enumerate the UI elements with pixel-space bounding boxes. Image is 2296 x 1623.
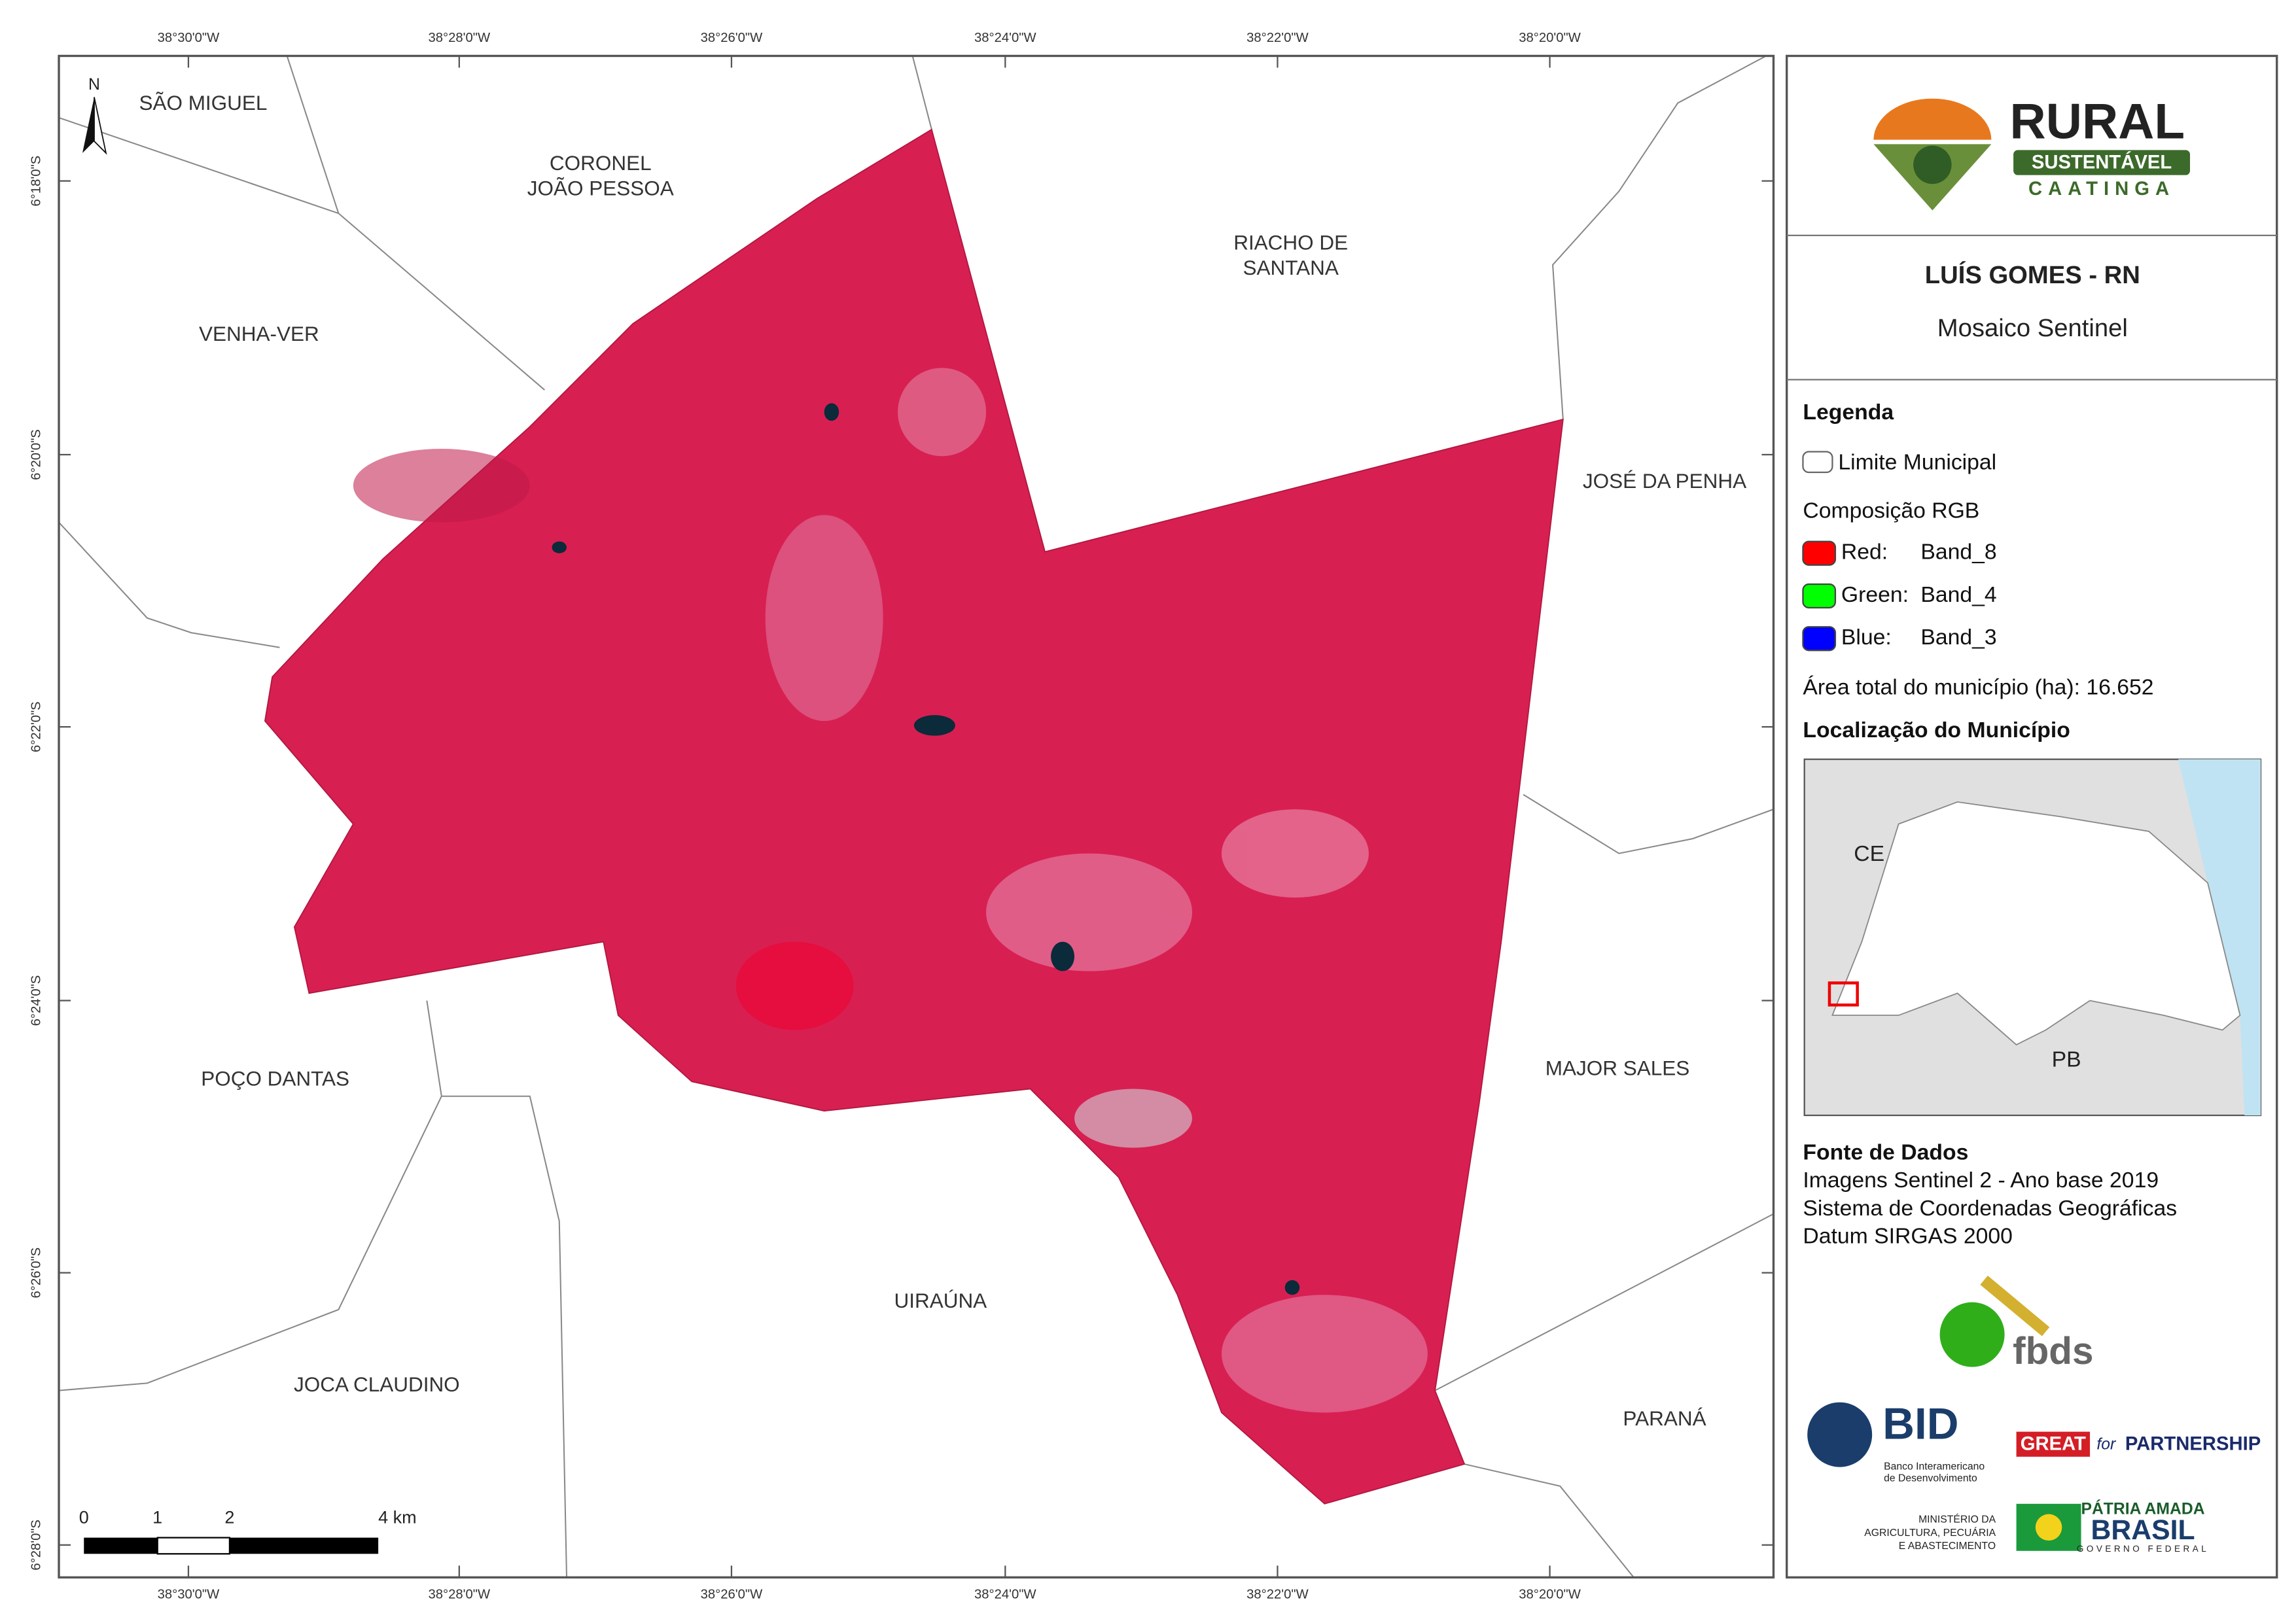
inset-label: PB <box>2052 1047 2081 1072</box>
sources-title: Fonte de Dados <box>1803 1140 1968 1164</box>
municipal-boundaries <box>59 56 1774 1578</box>
scale-label: 1 <box>152 1507 162 1527</box>
logo-text: BRASIL <box>2091 1514 2195 1546</box>
logo-text: E ABASTECIMENTO <box>1899 1541 1996 1552</box>
band-swatch <box>1802 583 1837 609</box>
legend-swatch <box>1802 451 1833 474</box>
inset-map: CE PB <box>1803 758 2262 1117</box>
coord-label: 6°20'0"S <box>29 429 44 480</box>
place-label: SÃO MIGUEL <box>139 91 267 114</box>
band-label: Red: <box>1841 540 1888 565</box>
band-name: Band_3 <box>1920 625 1996 650</box>
place-label: RIACHO DE <box>1233 231 1348 254</box>
place-label: PARANÁ <box>1623 1406 1706 1430</box>
band-swatch <box>1802 540 1837 566</box>
source-line: Imagens Sentinel 2 - Ano base 2019 <box>1803 1168 2159 1193</box>
band-name: Band_8 <box>1920 540 1996 565</box>
scale-label: 2 <box>224 1507 234 1527</box>
title: LUÍS GOMES - RN <box>1925 260 2140 289</box>
coord-label: 38°30'0"W <box>158 1588 220 1602</box>
logo-text: SUSTENTÁVEL <box>2032 150 2172 173</box>
location-title: Localização do Município <box>1803 718 2070 742</box>
place-label: CORONEL <box>550 151 652 175</box>
coord-label: 38°26'0"W <box>701 31 763 45</box>
band-swatch <box>1802 626 1837 652</box>
coord-label: 6°24'0"S <box>29 975 44 1026</box>
place-label: JOÃO PESSOA <box>527 176 674 200</box>
coordinate-grid: 38°30'0"W 38°28'0"W 38°26'0"W 38°24'0"W 38°2… <box>29 31 1774 1602</box>
place-label: UIRAÚNA <box>894 1289 987 1312</box>
coord-label: 38°20'0"W <box>1519 31 1581 45</box>
band-name: Band_4 <box>1920 582 1996 607</box>
scale-bar: 0 1 2 4 km <box>79 1507 417 1555</box>
logo-text: BID <box>1882 1400 1958 1449</box>
logo-text: RURAL <box>2010 94 2185 149</box>
place-label: SANTANA <box>1243 256 1338 279</box>
legend-item: Limite Municipal <box>1838 449 1996 474</box>
sources: Imagens Sentinel 2 - Ano base 2019 Sistem… <box>1803 1168 2177 1248</box>
coord-label: 38°30'0"W <box>158 31 220 45</box>
source-line: Sistema de Coordenadas Geográficas <box>1803 1196 2177 1221</box>
band-label: Blue: <box>1841 625 1892 650</box>
water-bodies <box>552 403 1300 1295</box>
place-label: JOSÉ DA PENHA <box>1583 469 1746 493</box>
scale-label: 0 <box>79 1507 89 1527</box>
logo-rural: RURAL SUSTENTÁVEL CAATINGA <box>1873 94 2191 211</box>
place-label: POÇO DANTAS <box>201 1066 349 1090</box>
scale-label: 4 km <box>378 1507 416 1527</box>
coord-label: 38°28'0"W <box>429 1588 491 1602</box>
logo-text: PÁTRIA AMADA <box>2081 1499 2204 1518</box>
logo-text: CAATINGA <box>2028 179 2175 200</box>
source-line: Datum SIRGAS 2000 <box>1803 1224 2012 1249</box>
coord-label: 6°26'0"S <box>29 1248 44 1299</box>
logo-text: GOVERNO FEDERAL <box>2077 1544 2209 1554</box>
coord-label: 38°20'0"W <box>1519 1588 1581 1602</box>
coord-label: 38°26'0"W <box>701 1588 763 1602</box>
partner-logos: fbds BID Banco Interamericano de Desenvo… <box>1807 1275 2261 1554</box>
coord-label: 38°28'0"W <box>429 31 491 45</box>
logo-text: Banco Interamericano <box>1884 1461 1985 1473</box>
area-text: Área total do município (ha): 16.652 <box>1803 675 2153 700</box>
coord-label: 38°22'0"W <box>1246 1588 1309 1602</box>
land-cover-patches <box>353 368 1428 1413</box>
band-legend: Red: Band_8 Green: Band_4 Blue: Band_3 <box>1802 540 1997 652</box>
coord-label: 38°24'0"W <box>974 1588 1036 1602</box>
coord-label: 6°18'0"S <box>29 156 44 207</box>
north-label: N <box>88 76 100 94</box>
logo-text: MINISTÉRIO DA <box>1918 1513 1996 1526</box>
place-label: VENHA-VER <box>199 322 319 345</box>
legend-heading: Composição RGB <box>1803 498 1979 523</box>
logo-text: fbds <box>2013 1330 2093 1372</box>
municipality <box>264 128 1564 1505</box>
band-label: Green: <box>1841 582 1909 607</box>
coord-label: 38°24'0"W <box>974 31 1036 45</box>
legend-title: Legenda <box>1803 400 1894 425</box>
coord-label: 38°22'0"W <box>1246 31 1309 45</box>
logo-text: de Desenvolvimento <box>1884 1473 1977 1484</box>
place-label: MAJOR SALES <box>1545 1056 1689 1080</box>
inset-label: CE <box>1854 841 1884 866</box>
coord-label: 6°22'0"S <box>29 701 44 752</box>
logo-text: PARTNERSHIP <box>2125 1434 2261 1455</box>
logo-text: AGRICULTURA, PECUÁRIA <box>1864 1526 1996 1539</box>
coord-label: 6°28'0"S <box>29 1520 44 1571</box>
logo-text: for <box>2096 1435 2117 1453</box>
subtitle: Mosaico Sentinel <box>1937 314 2128 342</box>
place-label: JOCA CLAUDINO <box>294 1372 460 1396</box>
map-frame <box>58 54 1775 1579</box>
logo-text: GREAT <box>2021 1434 2086 1455</box>
